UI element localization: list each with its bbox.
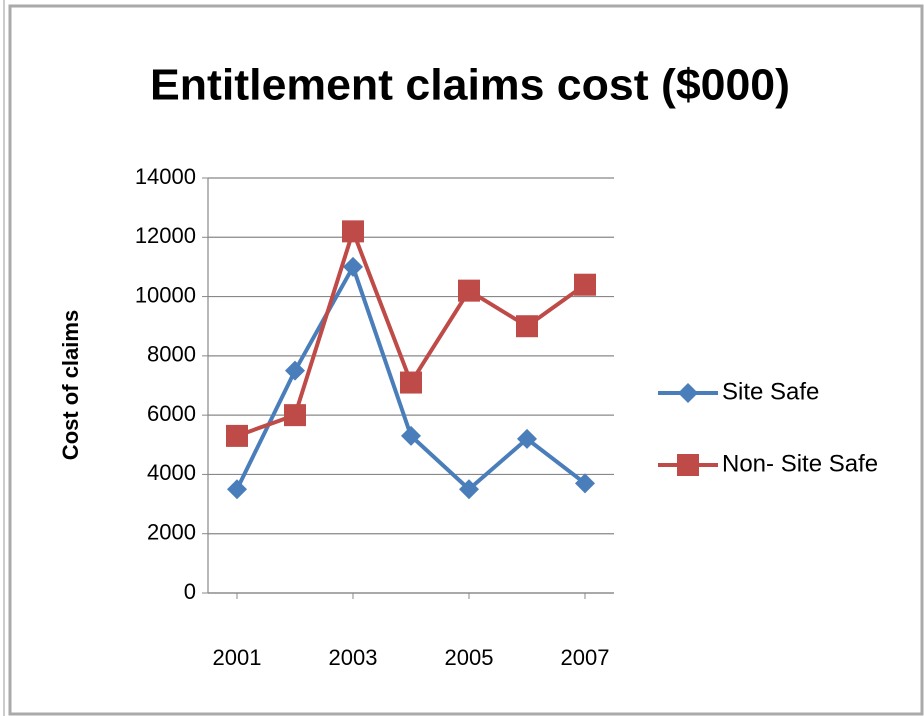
y-axis-label: Cost of claims [58,310,83,460]
point [574,273,596,296]
x-tick-label: 2007 [561,645,610,670]
legend-marker [677,454,699,476]
frame [8,4,924,716]
point [517,428,537,449]
point [458,279,480,302]
y-tick-label: 6000 [147,401,196,426]
point [343,256,363,277]
y-tick-label: 12000 [135,223,196,248]
legend-label: Non- Site Safe [722,450,878,477]
x-tick-label: 2001 [213,645,262,670]
point [575,473,595,494]
y-tick-label: 10000 [135,282,196,307]
point [226,424,248,447]
y-tick-label: 2000 [147,520,196,545]
x-tick-label: 2003 [329,645,378,670]
legend-label: Site Safe [722,378,819,405]
point [516,315,538,338]
y-tick-label: 8000 [147,342,196,367]
point [342,220,364,243]
y-tick-label: 4000 [147,460,196,485]
y-tick-label: 0 [184,579,196,604]
point [400,371,422,394]
chart-title: Entitlement claims cost ($000) [150,61,790,110]
legend-marker [678,383,698,403]
point [401,425,421,446]
point [459,479,479,500]
point [285,360,305,381]
point [227,479,247,500]
y-tick-label: 14000 [135,164,196,189]
x-tick-label: 2005 [445,645,494,670]
point [284,404,306,427]
